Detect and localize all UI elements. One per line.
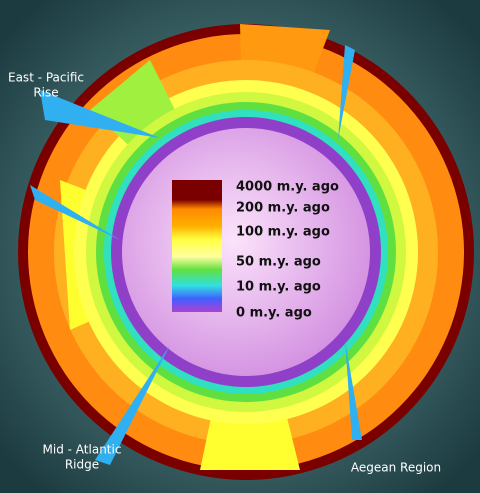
legend-label: 4000 m.y. ago — [236, 180, 339, 195]
legend-scale — [172, 180, 222, 312]
region-label: East - Pacific — [8, 71, 84, 85]
legend-label: 200 m.y. ago — [236, 201, 330, 216]
legend-label: 0 m.y. ago — [236, 306, 312, 321]
legend-label: 50 m.y. ago — [236, 255, 321, 270]
region-label: Ridge — [65, 458, 99, 472]
globe — [18, 24, 474, 480]
region-label: Mid - Atlantic — [43, 443, 122, 457]
legend: 4000 m.y. ago 200 m.y. ago 100 m.y. ago 50 … — [236, 180, 339, 321]
region-label: Aegean Region — [351, 461, 441, 475]
legend-label: 100 m.y. ago — [236, 225, 330, 240]
legend-label: 10 m.y. ago — [236, 280, 321, 295]
region-label: Rise — [33, 86, 58, 100]
